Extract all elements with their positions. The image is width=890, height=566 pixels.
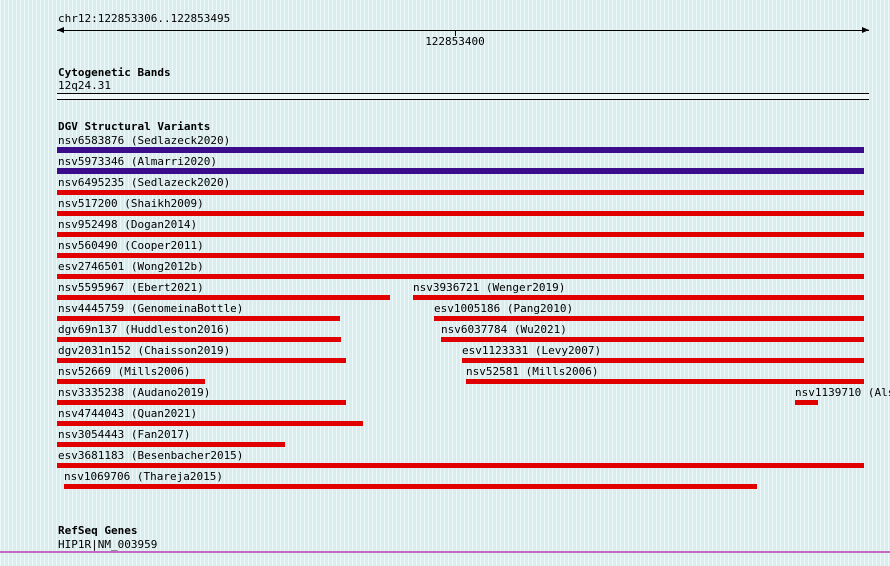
variant-label: nsv1069706 (Thareja2015) [64, 470, 223, 483]
variant-label: nsv5973346 (Almarri2020) [58, 155, 217, 168]
variant-row: nsv6495235 (Sedlazeck2020) [0, 177, 890, 198]
variant-label: nsv1139710 (Alsm [795, 386, 890, 399]
variant-label: nsv560490 (Cooper2011) [58, 239, 204, 252]
variant-bar[interactable] [57, 358, 346, 363]
variant-bar[interactable] [57, 232, 864, 237]
variant-row: nsv4445759 (GenomeinaBottle) esv1005186 (… [0, 303, 890, 324]
variant-bar[interactable] [57, 400, 346, 405]
locus-label: chr12:122853306..122853495 [58, 12, 231, 25]
variant-row: esv3681183 (Besenbacher2015) [0, 450, 890, 471]
variant-label: nsv6583876 (Sedlazeck2020) [58, 134, 231, 147]
variant-label: nsv517200 (Shaikh2009) [58, 197, 204, 210]
variant-label: nsv5595967 (Ebert2021) [58, 281, 204, 294]
ruler-line[interactable] [57, 27, 869, 33]
variant-label: nsv52669 (Mills2006) [58, 365, 191, 378]
variant-bar[interactable] [57, 316, 340, 321]
variant-bar[interactable] [57, 379, 205, 384]
cytogenetic-band-label: 12q24.31 [58, 79, 111, 92]
variant-label: nsv52581 (Mills2006) [466, 365, 599, 378]
variant-label: nsv952498 (Dogan2014) [58, 218, 198, 231]
variant-bar[interactable] [57, 463, 864, 468]
variant-row: nsv5973346 (Almarri2020) [0, 156, 890, 177]
variant-label: nsv6037784 (Wu2021) [441, 323, 567, 336]
variant-label: nsv3335238 (Audano2019) [58, 386, 211, 399]
variant-label: dgv2031n152 (Chaisson2019) [58, 344, 231, 357]
variant-bar[interactable] [441, 337, 864, 342]
variant-row: dgv69n137 (Huddleston2016) nsv6037784 (Wu… [0, 324, 890, 345]
variant-bar[interactable] [57, 211, 864, 216]
variant-row: nsv952498 (Dogan2014) [0, 219, 890, 240]
variant-label: nsv6495235 (Sedlazeck2020) [58, 176, 231, 189]
ruler-tick-label: 122853400 [425, 35, 485, 48]
refseq-track-heading: RefSeq Genes [58, 524, 138, 537]
variant-row: nsv4744043 (Quan2021) [0, 408, 890, 429]
cytogenetic-band-rect[interactable] [57, 93, 869, 100]
variant-bar[interactable] [57, 421, 363, 426]
variant-bar[interactable] [795, 400, 818, 405]
variant-label: esv1005186 (Pang2010) [434, 302, 574, 315]
ruler-center-tick [455, 31, 456, 36]
variant-bar[interactable] [57, 442, 285, 447]
variant-row: nsv52669 (Mills2006) nsv52581 (Mills2006) [0, 366, 890, 387]
variant-row: nsv6583876 (Sedlazeck2020) [0, 135, 890, 156]
variant-bar[interactable] [57, 274, 864, 279]
variant-label: nsv3054443 (Fan2017) [58, 428, 191, 441]
refseq-gene-label: HIP1R|NM_003959 [58, 538, 158, 551]
variant-bar[interactable] [413, 295, 864, 300]
variant-label: nsv4744043 (Quan2021) [58, 407, 198, 420]
variant-bar[interactable] [57, 168, 864, 174]
dgv-track-heading: DGV Structural Variants [58, 120, 211, 133]
variant-row: nsv517200 (Shaikh2009) [0, 198, 890, 219]
variant-bar[interactable] [64, 484, 757, 489]
variant-bar[interactable] [57, 337, 341, 342]
variant-bar[interactable] [462, 358, 864, 363]
variant-row: nsv3335238 (Audano2019) nsv1139710 (Alsm [0, 387, 890, 408]
variant-bar[interactable] [57, 190, 864, 195]
cytogenetic-bands-heading: Cytogenetic Bands [58, 66, 171, 79]
variant-row: esv2746501 (Wong2012b) [0, 261, 890, 282]
variant-bar[interactable] [57, 147, 864, 153]
variant-label: esv2746501 (Wong2012b) [58, 260, 204, 273]
variant-bar[interactable] [57, 295, 390, 300]
ruler-left-arrow-icon [57, 27, 64, 33]
variant-label: nsv3936721 (Wenger2019) [413, 281, 566, 294]
ruler-right-arrow-icon [862, 27, 869, 33]
variant-label: nsv4445759 (GenomeinaBottle) [58, 302, 244, 315]
variant-bar[interactable] [434, 316, 864, 321]
variant-label: dgv69n137 (Huddleston2016) [58, 323, 231, 336]
variant-row: nsv1069706 (Thareja2015) [0, 471, 890, 492]
variant-label: esv3681183 (Besenbacher2015) [58, 449, 244, 462]
variant-bar[interactable] [466, 379, 864, 384]
variant-bar[interactable] [57, 253, 864, 258]
variant-row: nsv3054443 (Fan2017) [0, 429, 890, 450]
variant-row: nsv560490 (Cooper2011) [0, 240, 890, 261]
variant-row: dgv2031n152 (Chaisson2019) esv1123331 (Le… [0, 345, 890, 366]
variant-row: nsv5595967 (Ebert2021) nsv3936721 (Wenger… [0, 282, 890, 303]
gene-line[interactable] [0, 551, 890, 553]
dgv-variant-rows: nsv6583876 (Sedlazeck2020) nsv5973346 (Al… [0, 135, 890, 492]
variant-label: esv1123331 (Levy2007) [462, 344, 602, 357]
